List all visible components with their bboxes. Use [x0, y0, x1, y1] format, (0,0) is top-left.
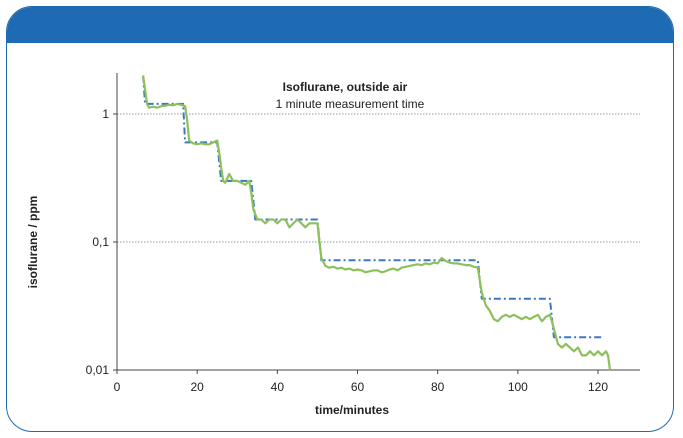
x-axis-title: time/minutes — [315, 403, 389, 417]
panel-header-bar — [7, 7, 673, 43]
series-setpoint-line — [142, 75, 602, 339]
x-tick-label: 60 — [351, 380, 365, 394]
grid-layer — [117, 113, 640, 243]
tick-layer: 0,01 0,1 1 0 20 40 60 80 100 120 — [86, 107, 609, 394]
x-tick-label: 120 — [588, 380, 608, 394]
x-tick-label: 40 — [271, 380, 285, 394]
y-tick-label: 0,1 — [92, 235, 109, 249]
x-tick-label: 100 — [508, 380, 528, 394]
chart-title: Isoflurane, outside air — [283, 80, 408, 94]
chart-subtitle: 1 minute measurement time — [276, 97, 425, 111]
x-tick-label: 80 — [431, 380, 445, 394]
series-layer — [142, 75, 612, 371]
y-tick-label: 0,01 — [86, 363, 110, 377]
x-tick-label: 0 — [114, 380, 121, 394]
axis-layer — [116, 73, 640, 371]
y-axis-title: isoflurane / ppm — [26, 196, 40, 289]
y-tick-label: 1 — [102, 107, 109, 121]
series-measured-line — [142, 75, 612, 371]
x-tick-label: 20 — [190, 380, 204, 394]
